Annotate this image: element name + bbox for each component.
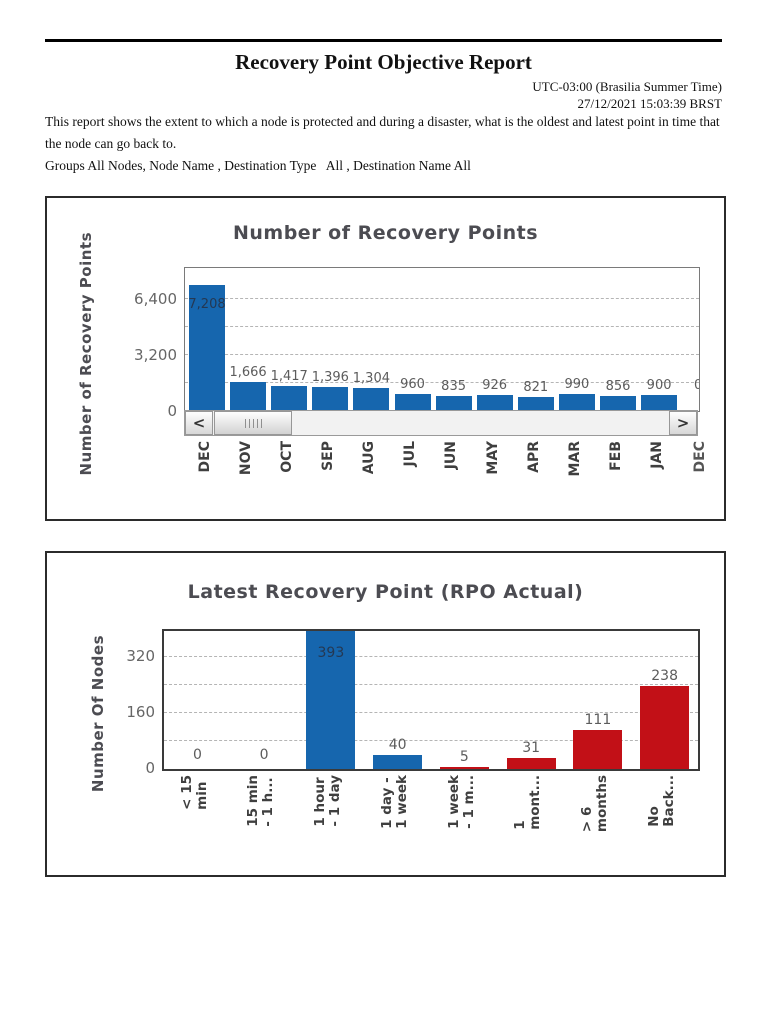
gridline [164, 712, 698, 713]
bar-value-label: 1,417 [270, 369, 308, 385]
bar-1 [230, 381, 267, 411]
chart1-y-axis-title: Number of Recovery Points [77, 232, 95, 476]
x-axis-label: FEB [607, 441, 624, 471]
bar-10 [600, 396, 636, 411]
report-description-block: This report shows the extent to which a … [45, 111, 723, 177]
scrollbar-thumb[interactable] [214, 411, 292, 435]
bar-value-label: 7,208 [188, 297, 226, 312]
x-axis-label: 1 day - 1 week [378, 775, 411, 829]
bar-value-label: 111 [584, 712, 612, 729]
x-axis-label: JUN [443, 441, 460, 470]
x-axis-label: JUL [402, 441, 419, 467]
page-title: Recovery Point Objective Report [235, 50, 532, 74]
bar-value-label: 926 [482, 377, 508, 393]
bar-0 [189, 284, 225, 411]
bar-3 [312, 386, 349, 411]
gridline [164, 656, 698, 657]
bar-3 [373, 755, 423, 769]
bar-value-label: 40 [388, 737, 407, 753]
x-axis-label: AUG [361, 441, 378, 475]
bar-8 [517, 396, 554, 411]
bar-value-label: 1,396 [311, 369, 349, 385]
scroll-left-button[interactable]: < [185, 411, 213, 435]
gridline [185, 382, 699, 383]
bar-2 [306, 631, 356, 769]
bar-value-label: 238 [651, 667, 678, 684]
grip-icon [244, 418, 262, 428]
chart-latest-recovery-point: Latest Recovery Point (RPO Actual) Numbe… [45, 551, 726, 877]
x-axis-label: < 15 min [178, 775, 210, 810]
gridline [185, 354, 699, 355]
bar-9 [558, 393, 595, 411]
bar-value-label: 0 [259, 747, 269, 763]
report-filters: Groups All Nodes, Node Name , Destinatio… [45, 157, 471, 173]
x-axis-label: 1 hour - 1 day [312, 775, 344, 827]
gridline [164, 740, 698, 741]
bar-value-label: 0 [192, 747, 202, 763]
header-rule [45, 39, 722, 42]
bar-11 [641, 395, 678, 411]
y-tick-label: 320 [126, 647, 155, 665]
bar-2 [271, 386, 308, 411]
chart2-title: Latest Recovery Point (RPO Actual) [187, 581, 584, 603]
x-axis-label: 15 min - 1 h... [245, 775, 277, 827]
bar-6 [573, 730, 623, 769]
y-tick-label: 3,200 [134, 346, 177, 364]
bar-4 [353, 388, 390, 411]
bar-value-label: 900 [646, 378, 672, 394]
y-tick-label: 0 [167, 402, 177, 420]
bar-value-label: 835 [441, 379, 466, 395]
gridline [185, 298, 699, 299]
gridline [164, 684, 698, 685]
x-axis-label: > 6 months [579, 775, 611, 833]
y-tick-label: 6,400 [134, 290, 177, 308]
bar-6 [435, 396, 472, 411]
x-axis-label: MAR [566, 441, 583, 477]
chart1-horizontal-scrollbar[interactable]: < > [184, 410, 698, 436]
x-axis-label-truncated: DEC [692, 441, 708, 473]
timezone-label: UTC-03:00 (Brasilia Summer Time) [532, 79, 722, 94]
x-axis-label: APR [525, 441, 542, 473]
x-axis-label: OCT [279, 441, 296, 473]
timestamp-label: 27/12/2021 15:03:39 BRST [577, 96, 722, 111]
bar-7 [476, 394, 513, 411]
x-axis-label: 1 mont... [512, 775, 544, 830]
x-axis-label: 1 week - 1 m... [445, 775, 477, 829]
gridline [185, 326, 699, 327]
bar-4 [439, 767, 489, 769]
bar-value-label: 1,304 [352, 371, 390, 387]
bar-value-label: 960 [400, 377, 425, 393]
scroll-right-button[interactable]: > [669, 411, 697, 435]
bar-value-label: 821 [523, 379, 549, 395]
chart1-title: Number of Recovery Points [232, 222, 538, 244]
bar-7 [640, 685, 690, 769]
bar-value-label: 856 [605, 379, 631, 395]
bar-value-label-truncated: 0 [694, 378, 699, 393]
x-axis-label: SEP [320, 441, 337, 471]
y-tick-label: 160 [126, 703, 155, 721]
x-axis-label: MAY [484, 441, 501, 475]
chart2-y-axis-title: Number Of Nodes [89, 635, 107, 793]
x-axis-label: DEC [196, 441, 213, 473]
x-axis-label: No Back... [645, 775, 678, 827]
bar-5 [506, 758, 556, 769]
chart-recovery-points: Number of Recovery Points Number of Reco… [45, 196, 726, 521]
bar-value-label: 393 [317, 645, 345, 661]
chevron-left-icon: < [192, 414, 206, 432]
chevron-right-icon: > [676, 414, 690, 432]
bar-value-label: 990 [564, 376, 590, 392]
chart1-plot-area: 7,208 1,666 1,417 1,396 1,304 960 835 926 821 990… [184, 267, 700, 412]
bar-value-label: 31 [522, 740, 541, 757]
report-description: This report shows the extent to which a … [45, 114, 720, 151]
y-tick-label: 0 [145, 759, 155, 777]
bar-value-label: 5 [459, 749, 469, 766]
x-axis-label: JAN [648, 441, 665, 469]
chart2-plot-area: 0 0 393 40 5 31 111 238 [162, 629, 700, 771]
x-axis-label: NOV [237, 441, 254, 476]
bar-value-label: 1,666 [229, 364, 267, 380]
bar-5 [394, 394, 431, 411]
